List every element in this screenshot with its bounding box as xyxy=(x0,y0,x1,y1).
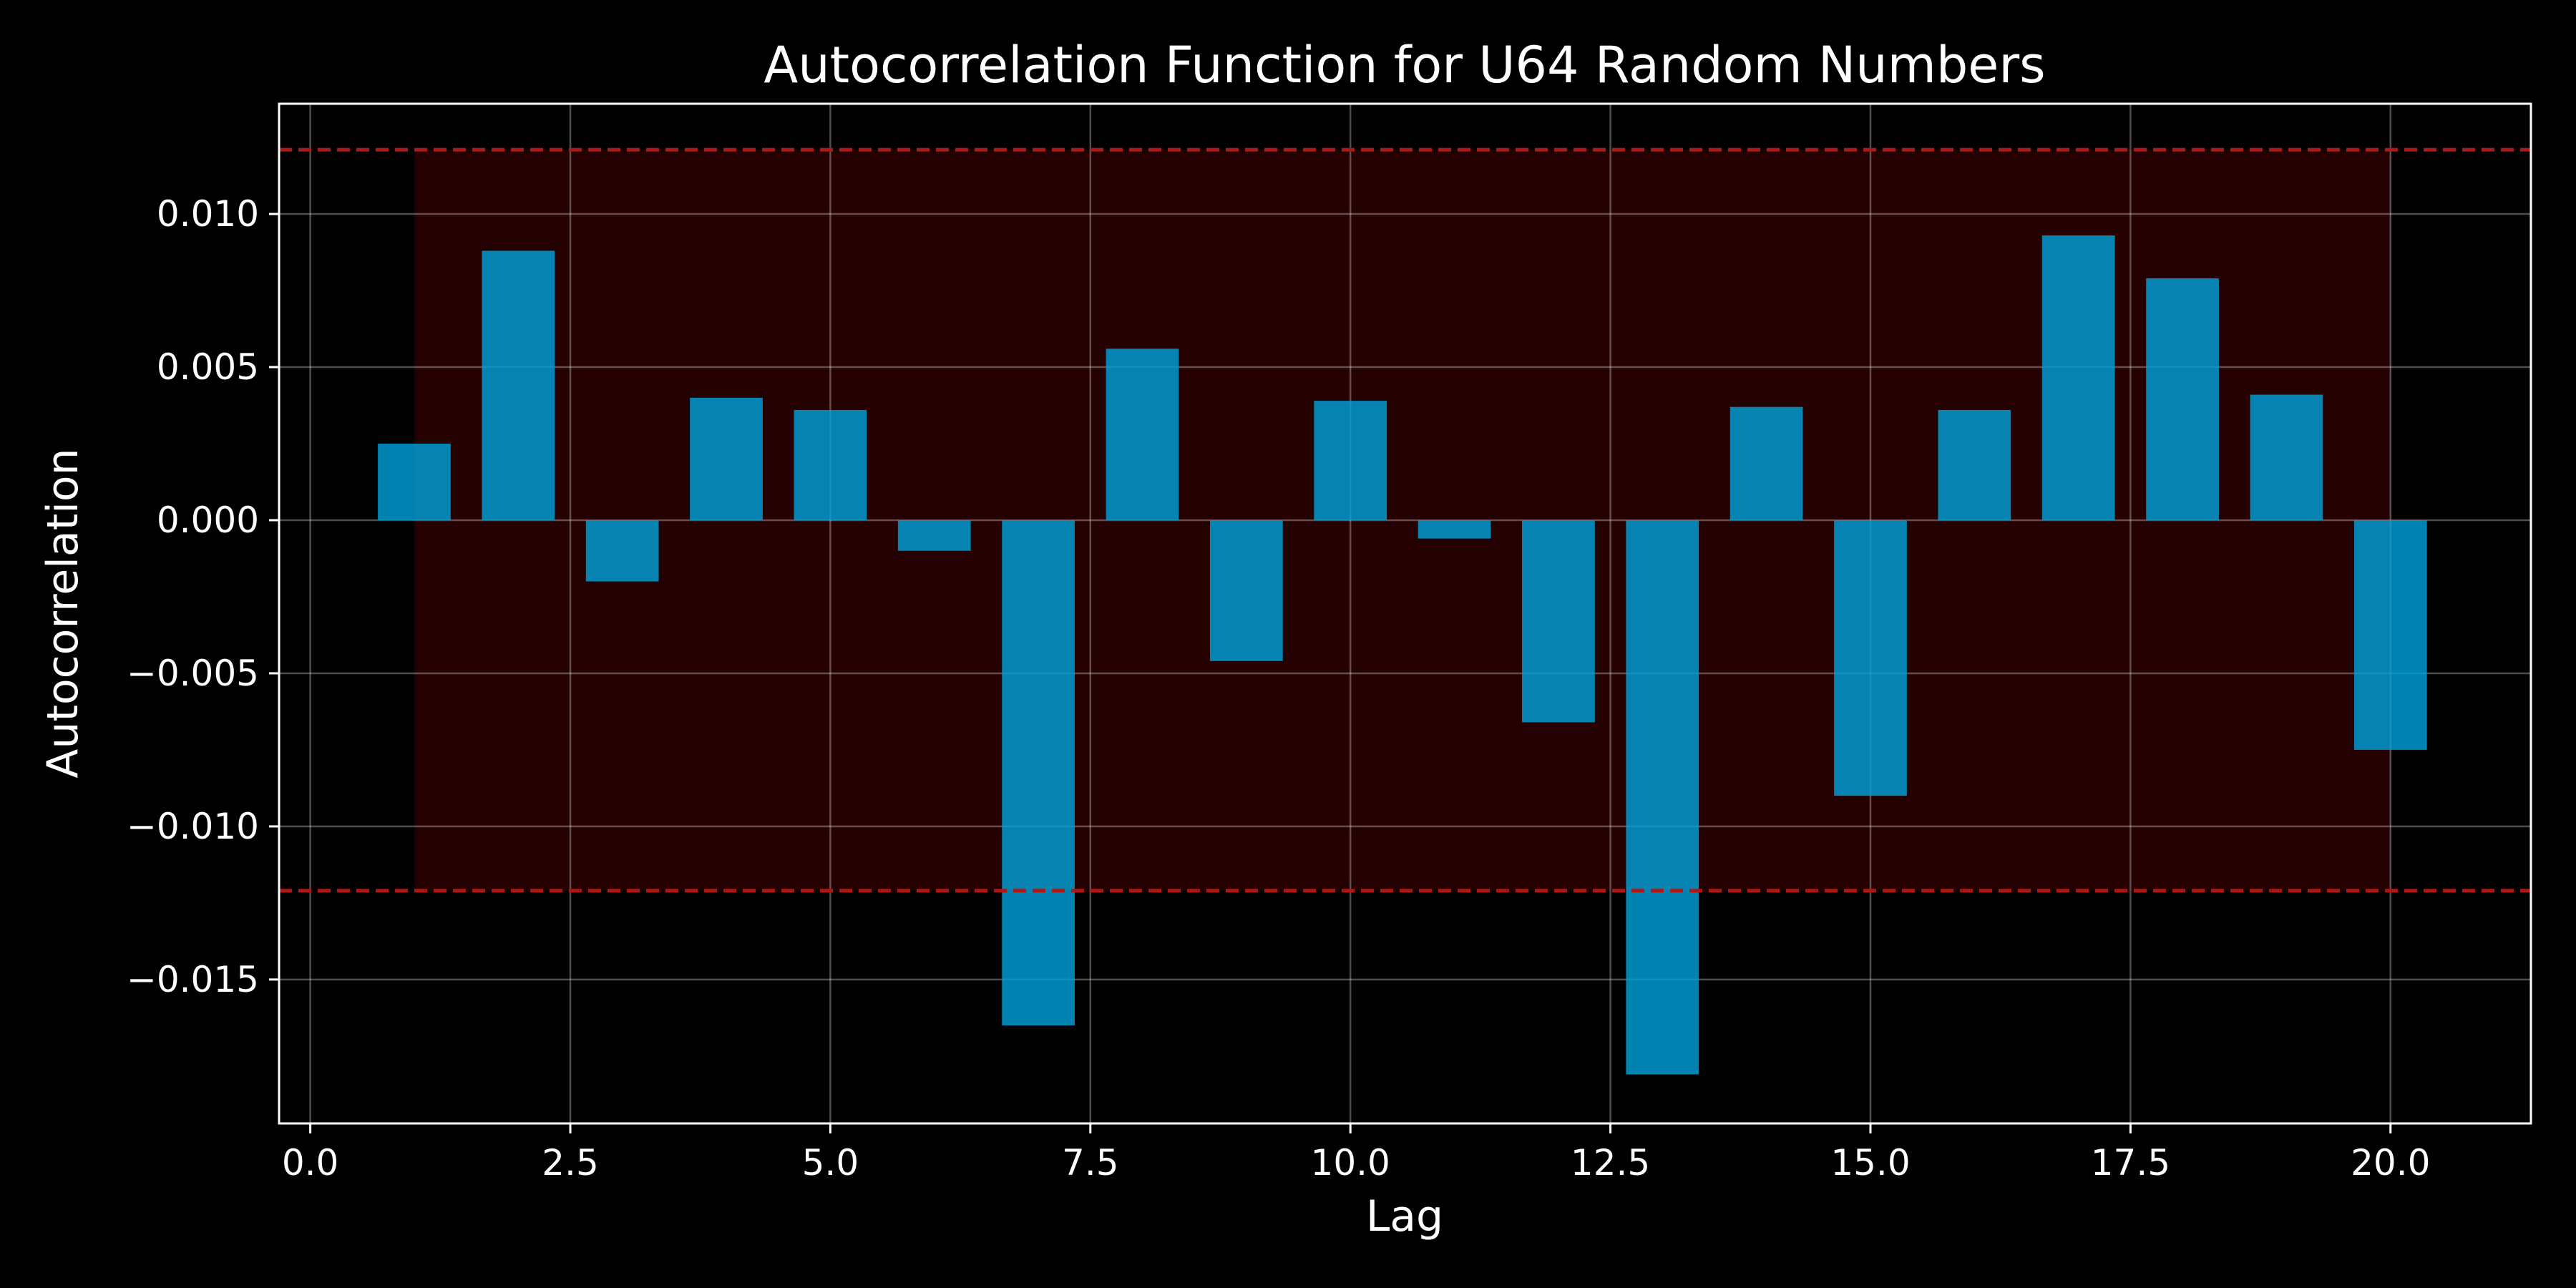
y-tick-label: −0.015 xyxy=(127,959,259,1000)
bar-lag-8 xyxy=(1106,348,1179,520)
x-tick-label: 17.5 xyxy=(2091,1142,2170,1184)
bar-lag-16 xyxy=(1938,409,2011,520)
bar-lag-5 xyxy=(794,409,867,520)
y-tick-label: −0.010 xyxy=(127,806,259,847)
bar-lag-12 xyxy=(1522,519,1595,723)
bar-lag-7 xyxy=(1002,519,1075,1026)
y-tick-label: −0.005 xyxy=(127,653,259,694)
x-tick-label: 20.0 xyxy=(2351,1142,2430,1184)
bar-lag-10 xyxy=(1314,401,1387,520)
bar-lag-11 xyxy=(1418,519,1491,539)
x-tick-label: 7.5 xyxy=(1062,1142,1119,1184)
bar-lag-20 xyxy=(2353,519,2427,750)
chart-title: Autocorrelation Function for U64 Random … xyxy=(763,36,2045,94)
y-tick-label: 0.010 xyxy=(157,193,259,235)
x-tick-label: 10.0 xyxy=(1311,1142,1390,1184)
x-axis-label: Lag xyxy=(1366,1191,1443,1241)
y-tick-label: 0.000 xyxy=(157,499,259,541)
x-tick-label: 12.5 xyxy=(1571,1142,1650,1184)
x-tick-label: 0.0 xyxy=(282,1142,339,1184)
bar-lag-17 xyxy=(2041,235,2115,520)
bar-lag-15 xyxy=(1834,519,1907,796)
axes-frame xyxy=(278,102,2532,1125)
bar-lag-19 xyxy=(2250,394,2323,520)
x-tick-label: 15.0 xyxy=(1830,1142,1910,1184)
bar-lag-18 xyxy=(2146,278,2219,520)
bar-lag-4 xyxy=(690,397,763,520)
bar-lag-6 xyxy=(897,519,971,551)
plot-area: 0.0 2.5 5.0 7.5 10.0 12.5 15.0 17.5 20.0 −0.015 −0… xyxy=(127,102,2532,1184)
bar-lag-2 xyxy=(482,250,555,520)
bar-lag-14 xyxy=(1729,406,1803,520)
y-axis-label: Autocorrelation xyxy=(38,448,88,778)
bar-lag-13 xyxy=(1626,519,1699,1075)
bar-lag-3 xyxy=(585,519,659,582)
bar-lag-9 xyxy=(1209,519,1283,661)
y-tick-label: 0.005 xyxy=(157,346,259,388)
x-tick-label: 2.5 xyxy=(542,1142,599,1184)
x-tick-label: 5.0 xyxy=(802,1142,859,1184)
bar-lag-1 xyxy=(378,444,451,520)
